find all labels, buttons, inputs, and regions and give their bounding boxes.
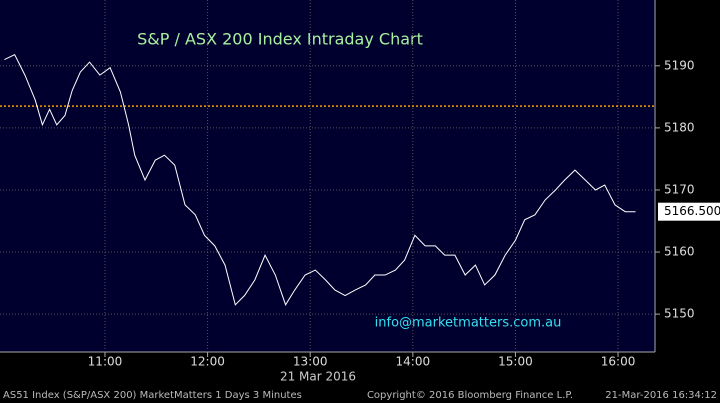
last-value-box bbox=[658, 202, 720, 221]
y-tick-label: 5190 bbox=[664, 58, 695, 72]
annotation: info@marketmatters.com.au bbox=[375, 316, 562, 331]
price-line bbox=[4, 53, 636, 306]
last-value-label: 5166.500 bbox=[664, 204, 720, 218]
plot-area bbox=[0, 0, 655, 352]
y-tick-label: 5170 bbox=[664, 182, 695, 196]
y-tick-label: 5180 bbox=[664, 120, 695, 134]
x-tick-label: 12:00 bbox=[190, 355, 225, 369]
x-axis-label: 21 Mar 2016 bbox=[280, 370, 356, 384]
x-tick-label: 11:00 bbox=[88, 355, 123, 369]
footer-center: Copyright© 2016 Bloomberg Finance L.P. bbox=[367, 390, 573, 401]
chart-title: S&P / ASX 200 Index Intraday Chart bbox=[137, 30, 423, 49]
x-tick-label: 13:00 bbox=[293, 355, 328, 369]
x-tick-label: 15:00 bbox=[498, 355, 533, 369]
x-tick-label: 14:00 bbox=[396, 355, 431, 369]
y-tick-label: 5160 bbox=[664, 245, 695, 259]
footer-left: AS51 Index (S&P/ASX 200) MarketMatters 1… bbox=[3, 390, 302, 401]
footer-right: 21-Mar-2016 16:34:12 bbox=[605, 390, 717, 401]
y-tick-label: 5150 bbox=[664, 307, 695, 321]
x-tick-label: 16:00 bbox=[601, 355, 636, 369]
